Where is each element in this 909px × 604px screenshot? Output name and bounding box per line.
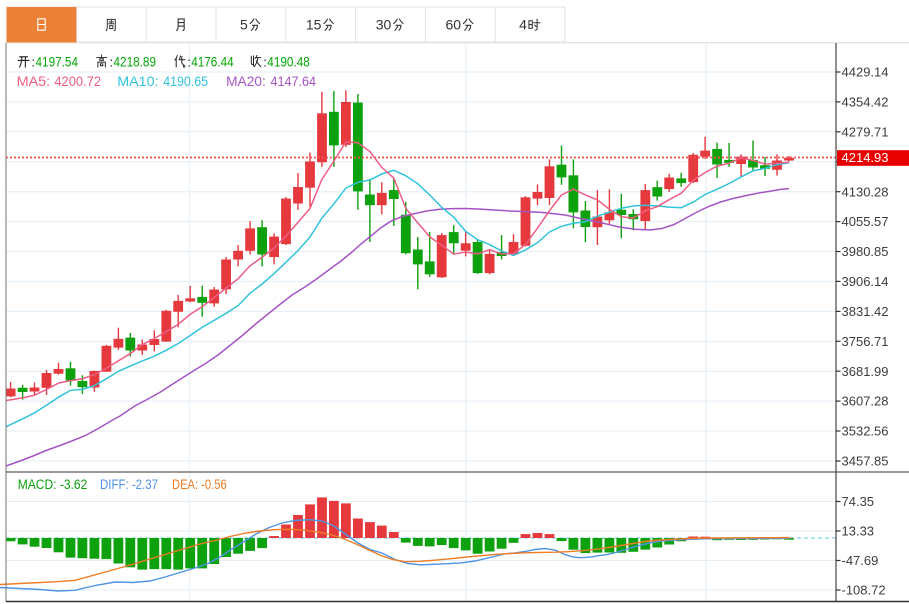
- svg-text:3980.85: 3980.85: [842, 244, 889, 259]
- svg-text:13.33: 13.33: [842, 524, 875, 539]
- svg-text:4190.65: 4190.65: [163, 73, 208, 89]
- svg-text:4190.48: 4190.48: [267, 54, 310, 70]
- svg-text::: :: [32, 55, 36, 70]
- svg-text:3607.28: 3607.28: [842, 394, 889, 409]
- svg-text:3457.85: 3457.85: [842, 454, 889, 469]
- svg-text:3831.42: 3831.42: [842, 304, 889, 319]
- svg-text:15: 15: [306, 17, 322, 33]
- svg-text:DEA: -0.56: DEA: -0.56: [172, 477, 227, 492]
- svg-text:30: 30: [376, 17, 392, 33]
- svg-text:3906.14: 3906.14: [842, 274, 889, 289]
- svg-text::: :: [110, 55, 114, 70]
- svg-text:4429.14: 4429.14: [842, 65, 889, 80]
- svg-text:60: 60: [446, 17, 462, 33]
- svg-text:DIFF: -2.37: DIFF: -2.37: [100, 477, 158, 492]
- svg-text::: :: [187, 55, 191, 70]
- svg-text:4197.54: 4197.54: [36, 54, 79, 70]
- svg-text:3532.56: 3532.56: [842, 424, 889, 439]
- svg-text:4279.71: 4279.71: [842, 124, 889, 139]
- svg-text:4147.64: 4147.64: [271, 73, 317, 89]
- svg-text:-108.72: -108.72: [842, 583, 886, 598]
- svg-text:MA10:: MA10:: [117, 73, 158, 89]
- svg-text:3681.99: 3681.99: [842, 364, 889, 379]
- svg-text:-47.69: -47.69: [842, 553, 879, 568]
- svg-text:4354.42: 4354.42: [842, 95, 889, 110]
- svg-text:4200.72: 4200.72: [54, 73, 101, 89]
- svg-text:MA20:: MA20:: [226, 73, 266, 89]
- svg-text:4055.57: 4055.57: [842, 214, 889, 229]
- svg-text:5: 5: [240, 17, 248, 33]
- svg-text:4218.89: 4218.89: [114, 54, 157, 70]
- svg-text:4130.28: 4130.28: [842, 184, 889, 199]
- svg-text:MA5:: MA5:: [17, 73, 51, 89]
- svg-text:4214.93: 4214.93: [842, 150, 889, 165]
- svg-text:MACD: -3.62: MACD: -3.62: [18, 477, 88, 492]
- svg-text:4176.44: 4176.44: [191, 54, 234, 70]
- svg-text::: :: [263, 55, 267, 70]
- svg-text:74.35: 74.35: [842, 494, 875, 509]
- svg-text:4: 4: [519, 17, 527, 33]
- svg-text:3756.71: 3756.71: [842, 334, 889, 349]
